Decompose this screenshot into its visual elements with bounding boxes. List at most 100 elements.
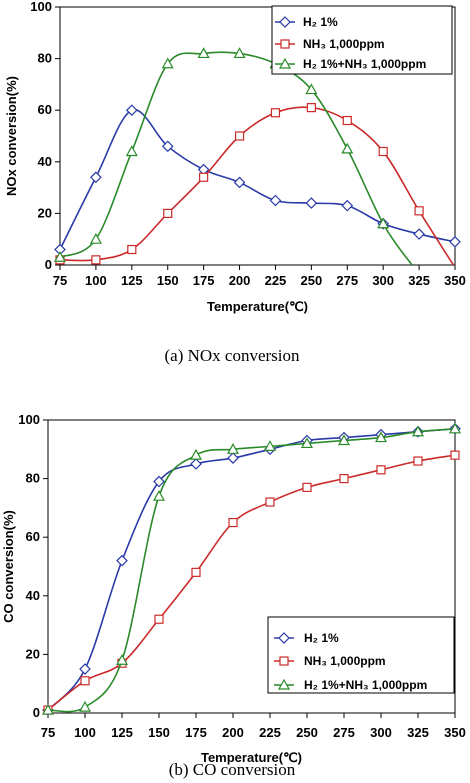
data-point [41, 703, 55, 715]
x-tick-label: 200 [222, 725, 244, 740]
legend-label: NH₃ 1,000ppm [304, 654, 386, 668]
data-point [80, 676, 90, 686]
data-point [342, 115, 352, 126]
series-2-markers [55, 103, 424, 265]
legend-marker [277, 678, 291, 690]
data-point [78, 700, 92, 712]
x-tick-label: 300 [372, 273, 394, 288]
data-point [341, 199, 354, 212]
x-tick-label: 225 [259, 725, 281, 740]
x-axis-title: Temperature(℃) [201, 750, 302, 765]
data-point [450, 450, 460, 460]
chart-panel-1: 0 20 40 60 80 100 75 100 125 150 175 200 225 250 275 30… [4, 0, 466, 365]
series-1-markers [54, 104, 461, 256]
y-axis-title: NOx conversion(%) [4, 76, 19, 196]
series-1 [60, 109, 455, 250]
x-tick-label: 125 [121, 273, 143, 288]
data-point [413, 456, 423, 466]
plot-frame [47, 419, 456, 714]
legend-label: H₂ 1% [304, 631, 339, 645]
data-point [53, 251, 67, 262]
data-point [377, 217, 390, 229]
legend-label: NH₃ 1,000ppm [303, 37, 385, 51]
y-tick-label: 100 [30, 0, 52, 14]
series-3-markers [41, 422, 462, 715]
y-tick-label: 40 [26, 588, 40, 603]
data-point [125, 145, 138, 157]
chart-caption: (a) NOx conversion [164, 346, 300, 365]
legend: H₂ 1% NH₃ 1,000ppm H₂ 1%+NH₃ 1,000ppm [267, 616, 455, 694]
legend-marker [279, 656, 289, 666]
x-tick-label: 75 [53, 273, 67, 288]
legend-marker [280, 39, 290, 49]
x-tick-label: 200 [229, 273, 251, 288]
legend-marker [278, 57, 292, 69]
data-point [374, 431, 388, 443]
data-point [228, 517, 238, 528]
data-point [154, 614, 164, 624]
x-tick-label: 150 [157, 273, 179, 288]
y-tick-label: 100 [18, 412, 40, 427]
data-point [269, 194, 282, 207]
data-point [305, 197, 318, 209]
x-tick-label: 275 [333, 725, 355, 740]
series-line [60, 51, 413, 265]
data-point [337, 434, 351, 446]
x-tick-label: 175 [185, 725, 207, 740]
data-point [300, 437, 314, 449]
data-point [378, 146, 388, 157]
legend-label: H₂ 1%+NH₃ 1,000ppm [303, 57, 426, 71]
data-point [341, 142, 354, 154]
data-point [414, 206, 424, 216]
data-point [115, 654, 129, 665]
data-point [376, 465, 386, 475]
data-point [161, 57, 174, 69]
data-point [233, 47, 246, 59]
data-point [270, 108, 281, 118]
plot-frame [59, 6, 456, 266]
legend-marker [279, 16, 291, 28]
data-point [305, 83, 318, 95]
x-tick-label: 275 [336, 273, 358, 288]
data-point [125, 104, 138, 117]
data-point [79, 663, 91, 675]
data-point [265, 497, 275, 507]
x-tick-label: 325 [407, 725, 429, 740]
data-point [339, 474, 349, 484]
chart-panel-2: 0 20 40 60 80 100 75 100 125 150 175 200 225 250 275 30… [1, 412, 466, 779]
legend-box [267, 616, 455, 694]
y-tick-label: 60 [38, 102, 52, 117]
x-tick-label: 350 [444, 725, 466, 740]
data-point [163, 208, 173, 218]
legend: H₂ 1% NH₃ 1,000ppm H₂ 1%+NH₃ 1,000ppm [271, 5, 453, 75]
x-tick-label: 125 [111, 725, 133, 740]
legend-label: H₂ 1% [303, 15, 338, 29]
y-tick-label: 20 [38, 205, 52, 220]
x-tick-label: 300 [370, 725, 392, 740]
data-point [302, 482, 312, 492]
y-tick-label: 80 [26, 471, 40, 486]
x-tick-label: 250 [301, 273, 323, 288]
data-point [449, 235, 461, 248]
x-tick-label: 100 [85, 273, 107, 288]
data-point [153, 475, 165, 488]
x-tick-label: 325 [408, 273, 430, 288]
data-point [191, 567, 201, 577]
data-point [152, 489, 166, 501]
data-point [233, 176, 246, 189]
x-axis-title: Temperature(℃) [207, 299, 308, 314]
y-tick-label: 60 [26, 529, 40, 544]
data-point [411, 425, 425, 437]
data-point [90, 171, 102, 184]
x-tick-label: 250 [296, 725, 318, 740]
data-point [226, 443, 240, 454]
x-tick-label: 150 [148, 725, 170, 740]
series-line [60, 109, 455, 250]
legend-marker [278, 632, 290, 644]
x-tick-label: 175 [193, 273, 215, 288]
data-point [89, 232, 102, 244]
y-tick-label: 80 [38, 51, 52, 66]
data-point [306, 103, 316, 113]
data-point [234, 131, 245, 141]
data-point [91, 255, 101, 265]
